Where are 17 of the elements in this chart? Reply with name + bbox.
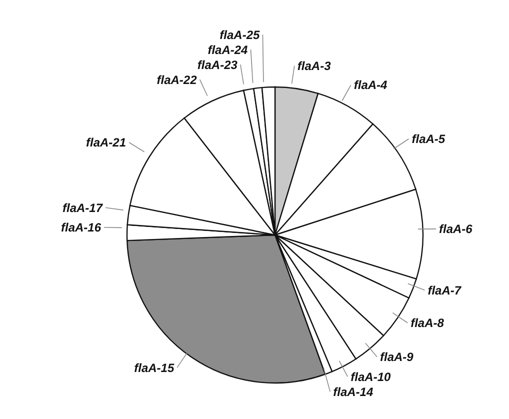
slice-label: flaA-16 [61, 220, 102, 235]
slice-label: flaA-24 [208, 42, 248, 57]
slice-label: flaA-5 [412, 132, 446, 146]
slice-label: flaA-21 [86, 136, 126, 150]
slice-label: flaA-14 [333, 384, 374, 399]
slice-label: flaA-15 [134, 360, 174, 375]
slice-label: flaA-7 [428, 283, 462, 298]
slice-label: flaA-4 [354, 78, 388, 92]
slice-label: flaA-3 [297, 59, 332, 74]
slice-label: flaA-6 [438, 222, 473, 236]
slice-label: flaA-8 [410, 316, 444, 330]
slice-label: flaA-25 [220, 28, 260, 42]
slice-label: flaA-22 [156, 72, 198, 87]
slice-label: flaA-17 [62, 200, 104, 215]
slice-label: flaA-10 [350, 370, 392, 384]
slice-label: flaA-23 [197, 58, 238, 72]
slice-label: flaA-9 [380, 350, 414, 364]
